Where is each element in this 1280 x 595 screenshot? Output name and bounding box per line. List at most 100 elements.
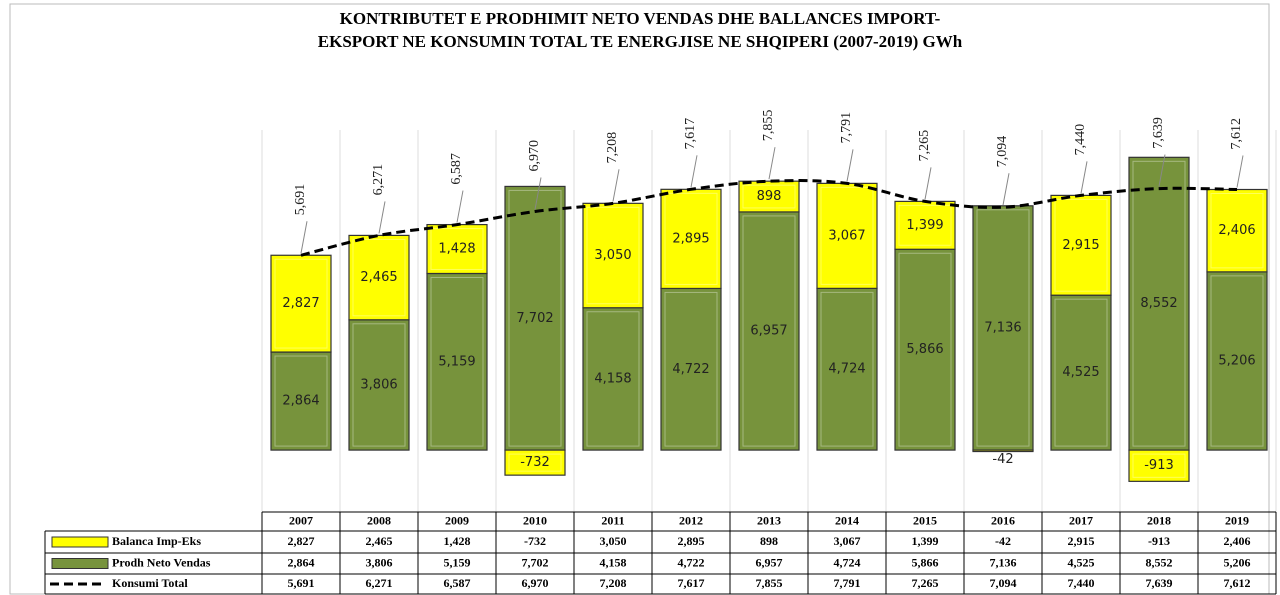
bar-segment bbox=[972, 449, 1034, 453]
bar-bevel bbox=[1054, 198, 1108, 292]
leader-line bbox=[924, 167, 932, 200]
table-value: 7,094 bbox=[990, 576, 1017, 590]
table-value: 2,827 bbox=[288, 534, 315, 548]
bar-bevel bbox=[274, 355, 328, 447]
data-label: 6,957 bbox=[750, 324, 787, 339]
total-label: 7,265 bbox=[917, 130, 932, 162]
bar-segment bbox=[1050, 194, 1112, 296]
table-value: 5,866 bbox=[912, 555, 939, 569]
data-label: 898 bbox=[757, 189, 782, 204]
bar-bevel bbox=[820, 291, 874, 447]
x-tick-label: 2013 bbox=[757, 513, 781, 527]
data-label: 8,552 bbox=[1140, 296, 1177, 311]
bar-bevel bbox=[664, 291, 718, 447]
data-label: 4,158 bbox=[594, 371, 631, 386]
total-label: 7,440 bbox=[1073, 124, 1088, 156]
table-value: 7,612 bbox=[1224, 576, 1251, 590]
data-label: 5,159 bbox=[438, 354, 475, 369]
bar-bevel bbox=[1132, 453, 1186, 478]
bar-segment bbox=[1050, 294, 1112, 451]
bar-bevel bbox=[1054, 298, 1108, 447]
total-label: 5,691 bbox=[293, 184, 308, 216]
table-value: 4,722 bbox=[678, 555, 705, 569]
bar-bevel bbox=[352, 323, 406, 447]
total-label: 7,791 bbox=[839, 112, 854, 144]
bar-segment bbox=[504, 449, 566, 476]
table-value: 6,957 bbox=[756, 555, 783, 569]
data-label: 2,895 bbox=[672, 231, 709, 246]
data-label: -732 bbox=[520, 455, 550, 470]
leader-line bbox=[1236, 155, 1244, 188]
bar-bevel bbox=[742, 184, 796, 209]
table-value: 3,050 bbox=[600, 534, 627, 548]
table-value: 5,159 bbox=[444, 555, 471, 569]
data-label: -913 bbox=[1144, 458, 1174, 473]
table-value: 4,525 bbox=[1068, 555, 1095, 569]
bar-segment bbox=[270, 254, 332, 353]
bar-segment bbox=[270, 351, 332, 451]
x-tick-label: 2016 bbox=[991, 513, 1015, 527]
bar-segment bbox=[894, 248, 956, 451]
table-value: 7,617 bbox=[678, 576, 705, 590]
x-tick-label: 2008 bbox=[367, 513, 391, 527]
bar-segment bbox=[348, 319, 410, 451]
data-label: 1,428 bbox=[438, 242, 475, 257]
total-label: 7,208 bbox=[605, 132, 620, 164]
leader-line bbox=[300, 221, 308, 254]
table-value: 3,806 bbox=[366, 555, 393, 569]
bar-bevel bbox=[430, 276, 484, 447]
data-label: 7,136 bbox=[984, 320, 1021, 335]
leader-line bbox=[378, 201, 386, 234]
data-label: 4,722 bbox=[672, 362, 709, 377]
legend-label: Konsumi Total bbox=[112, 576, 188, 590]
total-label: 6,587 bbox=[449, 153, 464, 185]
x-tick-label: 2019 bbox=[1225, 513, 1249, 527]
bar-bevel bbox=[352, 238, 406, 317]
leader-line bbox=[1158, 154, 1166, 187]
bar-bevel bbox=[898, 252, 952, 447]
table-value: 2,406 bbox=[1224, 534, 1251, 548]
bar-bevel bbox=[274, 258, 328, 349]
table-value: 5,691 bbox=[288, 576, 315, 590]
data-label: 2,406 bbox=[1218, 223, 1255, 238]
x-tick-label: 2011 bbox=[601, 513, 624, 527]
table-value: 7,440 bbox=[1068, 576, 1095, 590]
total-label: 7,612 bbox=[1229, 118, 1244, 150]
bar-bevel bbox=[898, 204, 952, 246]
data-label: 3,806 bbox=[360, 377, 397, 392]
data-label: 3,067 bbox=[828, 228, 865, 243]
bar-segment bbox=[1206, 188, 1268, 273]
table-value: 5,206 bbox=[1224, 555, 1251, 569]
data-label: -42 bbox=[992, 452, 1013, 467]
bar-bevel bbox=[664, 192, 718, 285]
x-tick-label: 2010 bbox=[523, 513, 547, 527]
bar-bevel bbox=[1132, 160, 1186, 447]
x-tick-label: 2014 bbox=[835, 513, 859, 527]
data-label: 2,915 bbox=[1062, 238, 1099, 253]
chart-subtitle: EKSPORT NE KONSUMIN TOTAL TE ENERGJISE N… bbox=[318, 32, 963, 51]
table-value: 898 bbox=[760, 534, 778, 548]
total-label: 7,855 bbox=[761, 110, 776, 142]
data-label: 5,866 bbox=[906, 342, 943, 357]
bar-segment bbox=[816, 287, 878, 451]
bar-bevel bbox=[1210, 192, 1264, 269]
bar-bevel bbox=[508, 453, 562, 472]
bar-bevel bbox=[820, 186, 874, 285]
data-label: 5,206 bbox=[1218, 353, 1255, 368]
data-label: 3,050 bbox=[594, 248, 631, 263]
data-label: 2,864 bbox=[282, 394, 319, 409]
table-value: 4,724 bbox=[834, 555, 861, 569]
total-label: 6,970 bbox=[527, 140, 542, 172]
table-value: 2,864 bbox=[288, 555, 315, 569]
table-value: -913 bbox=[1148, 534, 1170, 548]
table-value: 7,855 bbox=[756, 576, 783, 590]
leader-line bbox=[534, 177, 542, 210]
x-tick-label: 2018 bbox=[1147, 513, 1171, 527]
x-tick-label: 2012 bbox=[679, 513, 703, 527]
legend-label: Prodh Neto Vendas bbox=[112, 555, 211, 569]
table-value: 7,265 bbox=[912, 576, 939, 590]
bar-segment bbox=[504, 185, 566, 451]
table-value: 7,702 bbox=[522, 555, 549, 569]
data-label: 2,465 bbox=[360, 270, 397, 285]
